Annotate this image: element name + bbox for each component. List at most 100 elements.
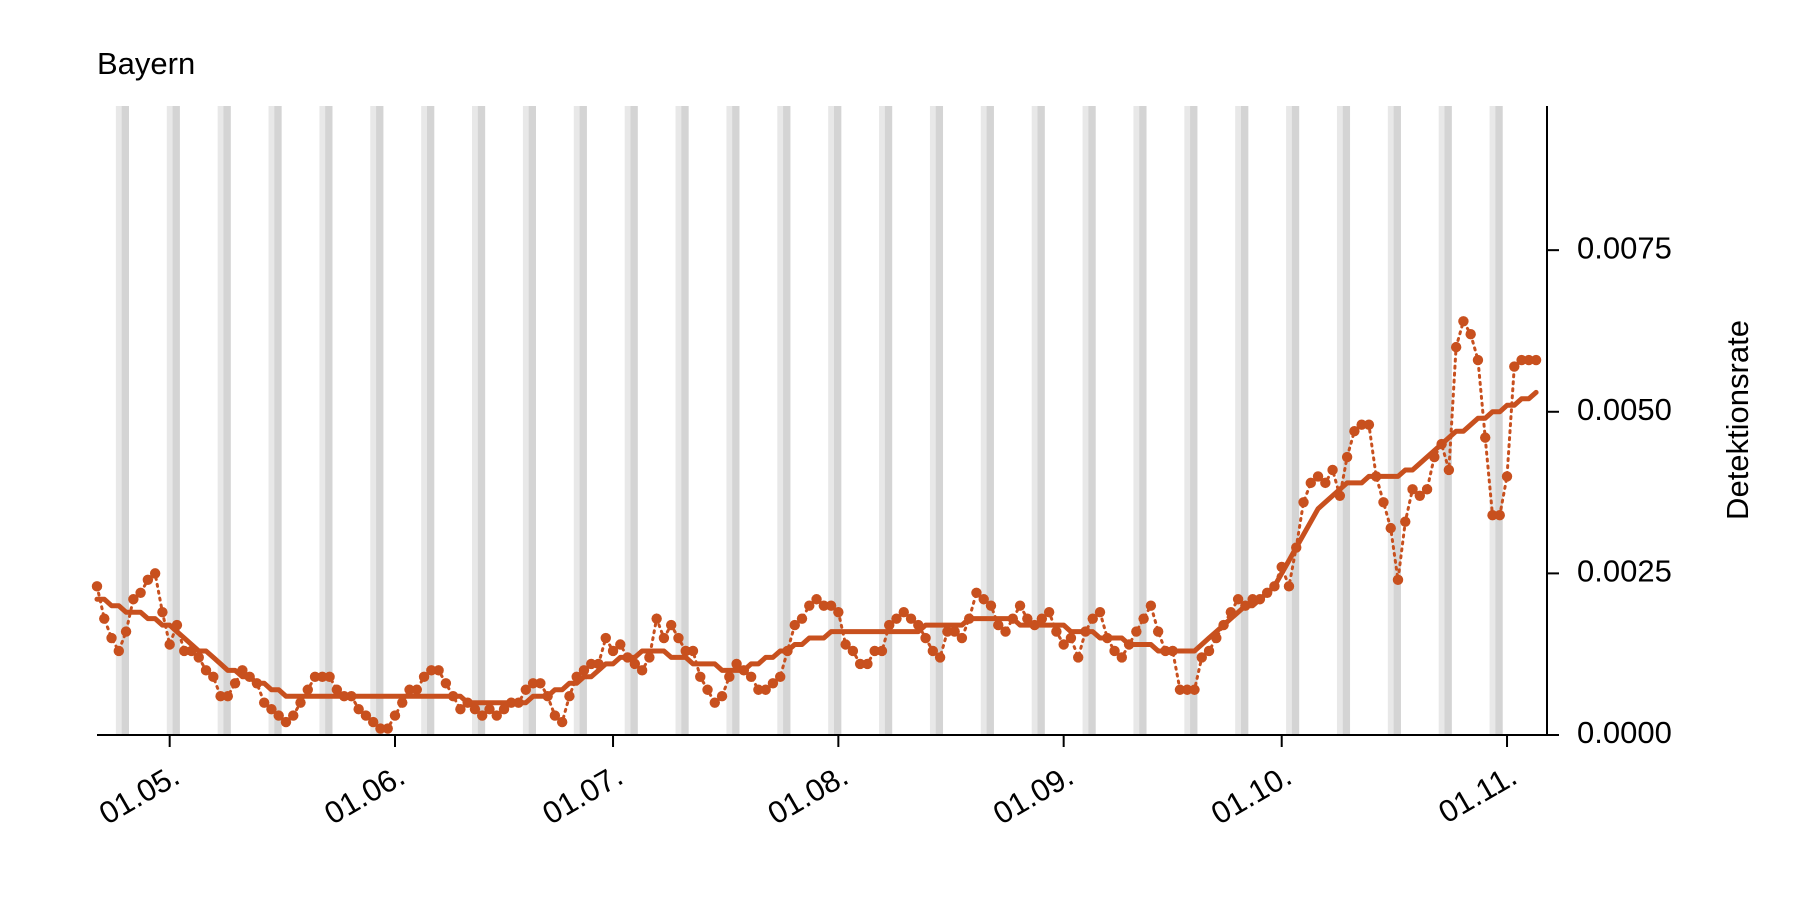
data-point (927, 645, 939, 657)
data-point (949, 626, 960, 637)
weekend-band (172, 106, 180, 735)
weekend-band (986, 106, 994, 735)
data-point (789, 619, 800, 631)
data-point (1341, 451, 1353, 463)
data-point (527, 678, 539, 689)
data-point (1182, 684, 1193, 695)
data-point (477, 710, 488, 721)
data-point (876, 645, 888, 657)
data-point (1152, 626, 1164, 637)
weekend-band (121, 106, 129, 735)
weekend-band (1393, 106, 1401, 735)
weekend-band (681, 106, 689, 735)
data-point (1450, 341, 1462, 353)
y-tick-label: 0.0000 (1577, 715, 1672, 750)
data-point (404, 684, 415, 695)
data-point (535, 678, 546, 689)
data-point (397, 697, 408, 708)
data-point (891, 613, 902, 624)
data-point (469, 703, 481, 715)
data-point (353, 703, 364, 715)
data-point (1203, 645, 1215, 657)
data-point (1472, 354, 1484, 366)
data-point (767, 678, 779, 689)
data-point (1414, 490, 1426, 502)
data-point (680, 645, 691, 657)
data-point (847, 645, 859, 657)
weekend-band (1088, 106, 1096, 735)
data-point (1480, 432, 1491, 443)
data-point (309, 671, 321, 683)
data-point (556, 716, 568, 728)
data-point (1363, 419, 1375, 430)
data-point (1145, 600, 1157, 611)
data-point (142, 574, 154, 586)
data-point (360, 710, 372, 721)
data-point (1116, 652, 1128, 663)
data-point (586, 658, 597, 670)
data-point (920, 632, 931, 644)
data-point (1305, 477, 1316, 489)
data-point (600, 632, 611, 644)
data-point (280, 716, 292, 728)
weekend-band (1037, 106, 1045, 735)
data-point (200, 665, 212, 676)
weekend-band (1139, 106, 1147, 735)
data-point (520, 684, 532, 695)
weekend-band (325, 106, 333, 735)
data-point (273, 710, 284, 721)
data-point (1109, 645, 1120, 657)
weekend-band (579, 106, 587, 735)
series-line (95, 317, 1538, 730)
weekend-band (426, 106, 435, 735)
data-point (149, 568, 161, 579)
data-point (455, 703, 466, 715)
data-point (745, 671, 757, 683)
data-point (229, 678, 241, 689)
data-point (222, 691, 234, 702)
data-point (1094, 606, 1106, 618)
data-point (215, 691, 226, 702)
data-point (106, 632, 117, 644)
data-point (120, 626, 132, 637)
data-point (375, 723, 386, 734)
weekend-band (1291, 106, 1300, 735)
data-point (549, 710, 561, 721)
data-point (673, 632, 684, 644)
data-point (1509, 361, 1520, 372)
data-point (578, 665, 590, 676)
data-point (1516, 354, 1527, 366)
data-point (564, 691, 575, 702)
chart-title: Bayern (97, 46, 195, 81)
data-point (1407, 484, 1418, 495)
data-point (1196, 652, 1207, 663)
data-point (193, 652, 204, 663)
data-point (389, 710, 401, 721)
data-point (1465, 328, 1476, 340)
data-point (898, 606, 909, 618)
data-point (491, 710, 502, 721)
data-point (1392, 574, 1404, 586)
data-point (665, 619, 677, 631)
data-point (1051, 626, 1062, 637)
data-point (840, 639, 851, 650)
data-point (1523, 354, 1535, 366)
data-point (1036, 613, 1048, 624)
data-point (1421, 484, 1433, 495)
data-point (288, 710, 299, 721)
data-point (331, 684, 343, 695)
x-tick-label: 01.06. (318, 758, 410, 831)
data-point (658, 632, 670, 644)
data-point (258, 697, 270, 708)
data-point (811, 594, 822, 605)
data-point (1000, 626, 1011, 637)
weekend-band (274, 106, 282, 735)
weekend-band (1241, 106, 1249, 735)
data-point (731, 658, 742, 670)
data-point (426, 665, 437, 676)
x-tick-label: 01.11. (1432, 758, 1522, 830)
data-point (978, 594, 989, 605)
data-point (1501, 471, 1513, 482)
data-point (825, 600, 837, 611)
data-point (934, 652, 946, 663)
